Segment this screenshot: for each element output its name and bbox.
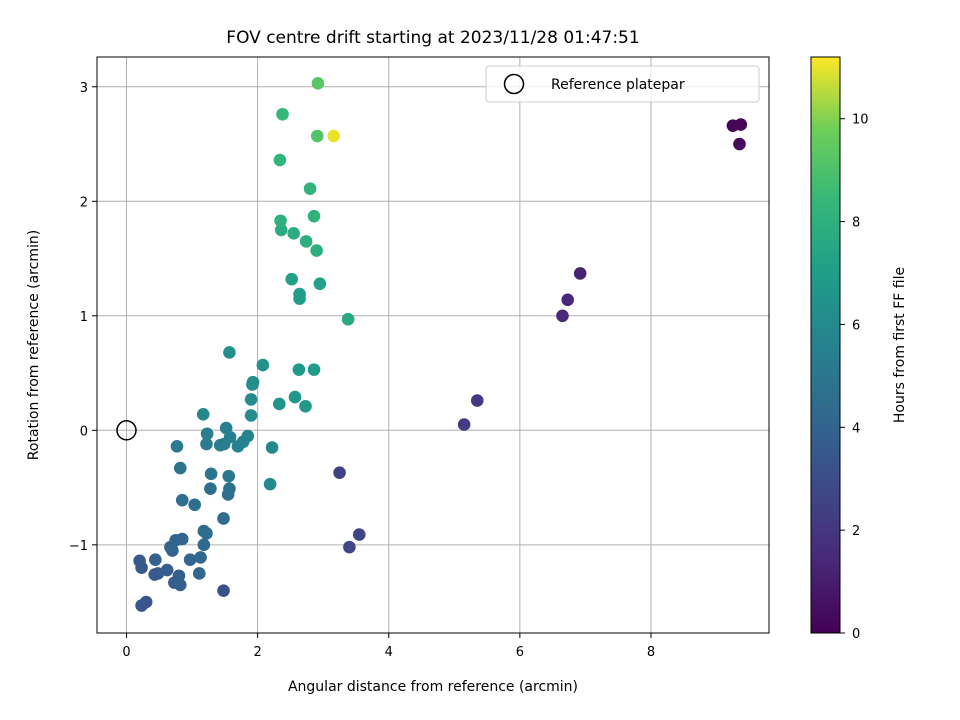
legend-label: Reference platepar	[551, 77, 685, 93]
data-point	[217, 512, 230, 525]
data-point	[307, 363, 321, 376]
data-point	[285, 272, 299, 286]
data-point	[303, 182, 317, 195]
data-point	[299, 235, 313, 248]
x-axis-title: Angular distance from reference (arcmin)	[288, 679, 578, 695]
data-point	[200, 527, 213, 540]
data-point	[183, 553, 197, 567]
data-point	[287, 227, 300, 240]
data-point	[175, 532, 189, 546]
data-point	[256, 358, 270, 372]
y-axis-title: Rotation from reference (arcmin)	[26, 230, 42, 460]
data-point	[175, 493, 189, 507]
data-point	[244, 393, 258, 406]
data-point	[139, 595, 153, 609]
y-tick-label: 3	[80, 81, 88, 96]
data-point	[149, 553, 162, 567]
data-point	[173, 461, 187, 475]
data-point	[223, 482, 236, 496]
data-point	[204, 467, 218, 481]
data-point	[200, 437, 213, 451]
data-point	[292, 363, 306, 376]
x-tick-label: 6	[516, 645, 524, 660]
data-point	[556, 309, 569, 323]
colorbar-tick-label: 10	[852, 113, 869, 128]
data-point	[172, 569, 186, 583]
data-point	[327, 129, 340, 143]
data-point	[204, 482, 217, 496]
data-points	[133, 77, 748, 612]
data-point	[470, 394, 484, 407]
data-point	[265, 441, 279, 454]
data-point	[244, 409, 258, 422]
data-point	[733, 137, 746, 151]
colorbar-tick-label: 0	[852, 627, 860, 642]
data-point	[188, 498, 201, 512]
data-point	[343, 540, 356, 554]
data-point	[352, 528, 366, 541]
data-point	[160, 563, 174, 577]
data-point	[288, 390, 302, 404]
reference-marker	[116, 420, 137, 441]
x-tick-label: 0	[122, 645, 130, 660]
colorbar-tick-label: 6	[852, 318, 860, 333]
y-tick-label: 2	[80, 195, 88, 210]
data-point	[135, 561, 148, 575]
data-point	[310, 129, 324, 143]
chart-title: FOV centre drift starting at 2023/11/28 …	[226, 28, 639, 48]
data-point	[313, 277, 327, 291]
y-tick-label: 0	[80, 424, 88, 439]
data-point	[274, 223, 288, 237]
data-point	[307, 209, 321, 223]
colorbar-tick-label: 8	[852, 216, 860, 231]
data-point	[192, 567, 206, 580]
y-tick-label: 1	[80, 310, 88, 325]
data-point	[200, 427, 214, 441]
x-tick-label: 4	[385, 645, 393, 660]
data-point	[197, 538, 211, 552]
legend-marker	[503, 73, 525, 95]
colorbar-tick-label: 2	[852, 524, 860, 539]
colorbar-title: Hours from first FF file	[892, 267, 908, 423]
data-point	[457, 418, 471, 431]
data-point	[573, 267, 587, 280]
legend-box	[485, 65, 760, 103]
data-point	[274, 214, 287, 228]
y-tick-label: −1	[69, 539, 88, 554]
x-axis: 0 2 4 6 8	[122, 633, 655, 660]
data-point	[310, 244, 323, 257]
data-point	[341, 312, 355, 326]
data-point	[273, 153, 287, 167]
data-point	[222, 469, 236, 483]
data-point	[734, 118, 748, 131]
data-point	[276, 107, 289, 121]
grid	[97, 57, 769, 633]
colorbar-ticks: 0 2 4 6 8 10	[840, 113, 869, 642]
legend: Reference platepar	[485, 65, 760, 103]
data-point	[311, 77, 325, 90]
data-point	[263, 477, 277, 491]
x-tick-label: 2	[253, 645, 261, 660]
colorbar-gradient	[810, 56, 841, 634]
data-point	[241, 429, 255, 443]
data-point	[561, 293, 575, 307]
colorbar: 0 2 4 6 8 10 Hours from first FF file	[810, 56, 908, 642]
data-point	[194, 551, 207, 564]
data-point	[299, 399, 312, 413]
data-point	[223, 346, 236, 359]
colorbar-tick-label: 4	[852, 421, 860, 436]
data-point	[170, 440, 184, 453]
data-point	[293, 287, 306, 301]
data-point	[217, 584, 230, 597]
data-point	[246, 375, 260, 389]
plot-frame	[96, 56, 770, 634]
data-point	[272, 397, 286, 411]
data-point	[223, 430, 237, 444]
data-point	[333, 466, 346, 479]
x-tick-label: 8	[647, 645, 655, 660]
y-axis: −1 0 1 2 3	[69, 81, 97, 554]
data-point	[196, 407, 210, 421]
